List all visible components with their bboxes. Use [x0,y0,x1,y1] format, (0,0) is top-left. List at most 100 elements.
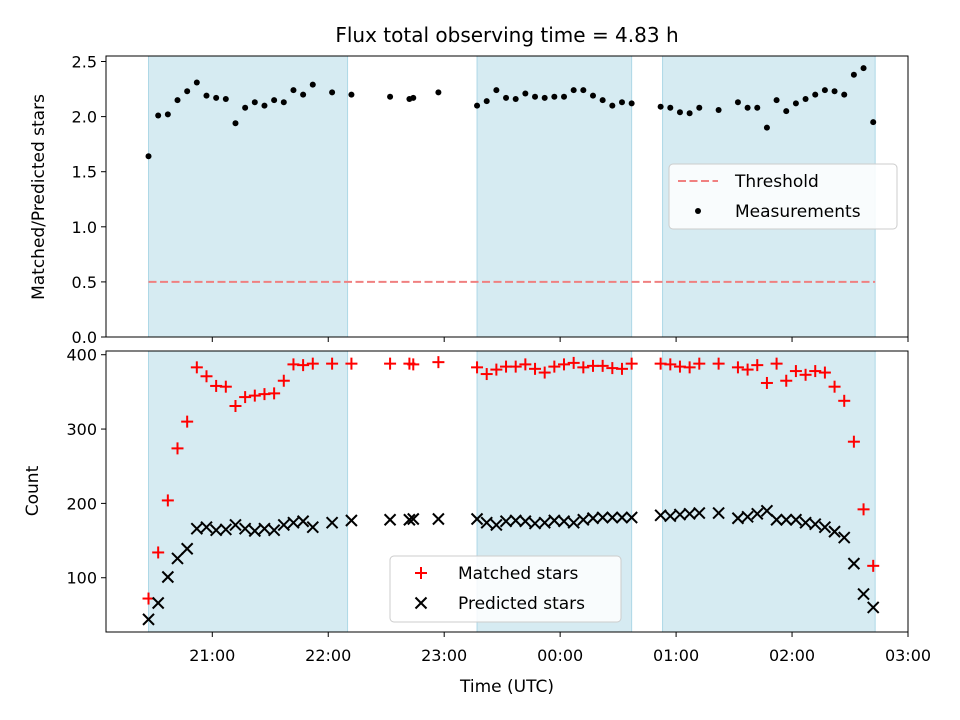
predicted-star-point [557,515,571,528]
y-tick-label: 1.5 [72,163,97,182]
chart-title: Flux total observing time = 4.83 h [335,23,678,47]
predicted-star-point [828,525,841,538]
plot-frame [105,350,909,633]
x-axis-label: Time (UTC) [459,677,554,697]
matched-star-point [480,368,493,381]
matched-star-point [596,359,609,372]
measurement-point [618,99,625,106]
predicted-star-point [161,570,175,584]
matched-star-point [384,357,397,370]
predicted-star-point [615,511,629,524]
matched-star-point [731,361,744,374]
measurement-point [744,104,751,111]
measurement-point [410,94,417,101]
measurement-point [145,153,152,160]
measurement-point [667,104,674,111]
measurement-point [773,97,780,104]
matched-star-point [828,380,841,393]
matched-star-point [306,357,319,370]
measurement-point [242,104,249,111]
measurement-point [512,95,519,102]
predicted-star-point [741,510,754,523]
legend-measurements-label: Measurements [735,202,861,222]
y-tick-label: 0.0 [72,328,97,347]
measurement-point [300,91,307,98]
predicted-star-point [277,518,290,532]
measurement-point [580,87,587,94]
predicted-star-point [751,507,764,521]
measurement-point [203,92,210,99]
measurement-point [309,81,316,88]
matched-star-point [219,380,232,393]
matched-star-point [190,361,203,374]
y-tick-label: 100 [66,569,97,588]
x-axis-ticks [211,337,909,342]
predicted-star-point [267,523,281,537]
matched-star-point [490,363,503,376]
matched-star-point [664,358,677,371]
predicted-star-point [190,522,204,535]
measurement-point [734,99,741,106]
matched-stars-points [142,356,880,605]
measurement-point [754,104,761,111]
predicted-star-point [499,515,513,528]
measurement-point [850,71,857,78]
measurement-point [551,93,558,100]
measurement-point [599,97,606,104]
predicted-star-point [664,509,677,523]
predicted-star-point [586,512,600,525]
measurement-point [609,102,616,109]
legend-box [389,555,622,623]
predicted-star-point [238,522,252,535]
legend-predicted-label: Predicted stars [458,594,585,614]
measurement-points [145,65,877,160]
predicted-star-point [219,523,233,536]
predicted-star-point [200,520,213,534]
measurement-point [174,97,181,104]
measurement-point [251,99,258,106]
measurement-point [676,109,683,116]
matched-star-point [838,394,851,407]
measurement-point [783,108,790,115]
measurement-point [522,90,529,97]
measurement-point [329,89,336,96]
matched-star-point [297,359,310,372]
x-tick-label: 23:00 [421,646,467,665]
matched-star-point [471,361,484,374]
predicted-star-point [857,587,870,601]
measurement-point [812,91,819,98]
matched-star-point [712,357,725,370]
measurement-point [561,93,568,100]
measurement-point [657,103,664,110]
matched-star-point [558,358,571,371]
y-tick-label: 300 [66,420,97,439]
predicted-star-point [258,522,271,535]
matched-star-point [577,361,590,374]
y-axis-label: Count [23,465,43,516]
y-tick-label: 0.5 [72,273,97,292]
predicted-star-point [577,513,590,526]
matched-star-point [615,362,628,375]
matched-star-point [432,356,445,369]
measurement-point [184,88,191,95]
x-tick-label: 01:00 [653,646,699,665]
predicted-star-point [432,512,445,526]
matched-star-point [818,366,831,379]
predicted-star-point [296,515,310,528]
matched-star-point [529,362,542,375]
legend-matched-swatch [415,567,427,579]
x-tick-label: 00:00 [537,646,583,665]
matched-star-point [181,415,194,428]
predicted-star-point [673,508,687,521]
x-tick-label: 21:00 [189,646,235,665]
predicted-star-point [407,512,420,526]
predicted-star-point [151,596,165,610]
measurement-point [541,94,548,101]
measurement-point [870,119,877,126]
predicted-star-point [789,513,803,526]
measurement-point [193,79,200,86]
observing-window [476,55,633,338]
predicted-star-point [548,514,561,527]
predicted-star-point [287,516,300,529]
measurement-point [493,87,500,94]
